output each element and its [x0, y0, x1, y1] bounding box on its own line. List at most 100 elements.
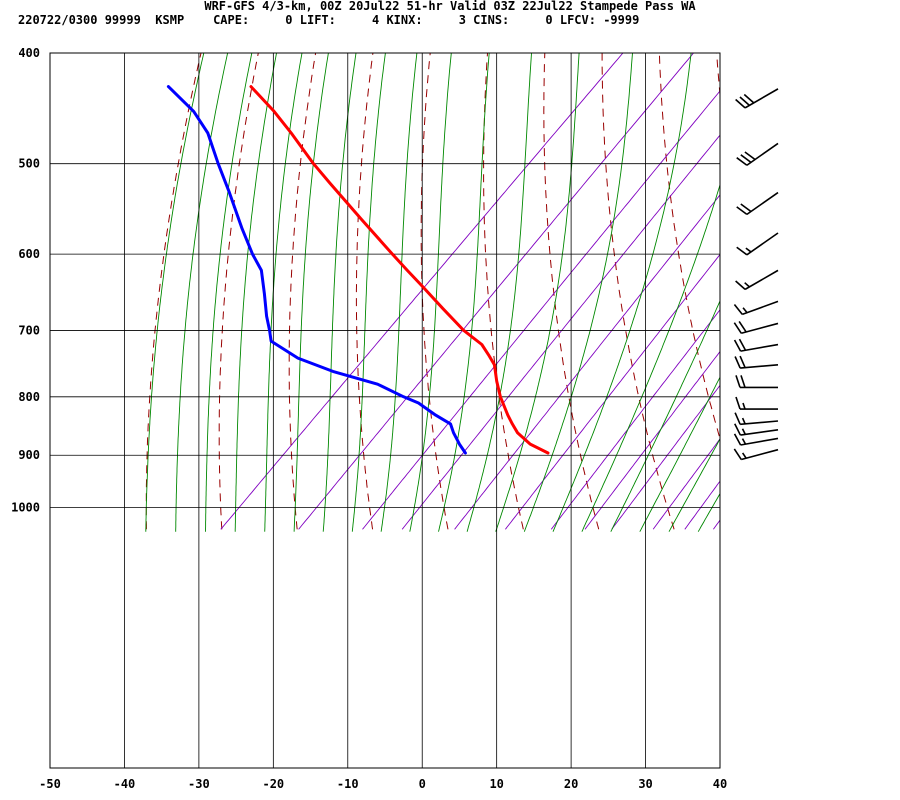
wind-barb	[734, 423, 779, 436]
wind-barb-flag	[733, 448, 742, 460]
moist-adiabat-line	[728, 47, 900, 532]
y-tick-label: 800	[18, 390, 40, 404]
mixing-ratio-line	[584, 350, 720, 530]
wind-barb-shaft	[744, 88, 779, 109]
wind-barb-shaft	[740, 437, 779, 446]
x-tick-label: 30	[638, 777, 652, 791]
wind-barb	[735, 396, 778, 410]
x-tick-label: 40	[713, 777, 727, 791]
dry-adiabat-line	[355, 53, 374, 530]
wind-barb-shaft	[742, 300, 779, 316]
moist-adiabat-line	[409, 53, 452, 532]
wind-barb	[733, 320, 779, 335]
wind-barb	[736, 232, 779, 256]
wind-barb	[735, 375, 778, 389]
mixing-ratio-line	[505, 253, 720, 530]
moist-adiabat-line	[205, 53, 253, 532]
wind-barb-flag	[739, 96, 750, 106]
moist-adiabat-line	[757, 47, 900, 532]
wind-barb-flag	[735, 280, 746, 290]
y-tick-label: 1000	[11, 500, 40, 514]
dry-adiabat-line	[543, 53, 600, 530]
wind-barb	[735, 88, 779, 109]
wind-barb	[733, 433, 779, 446]
wind-barb-shaft	[741, 448, 779, 461]
dry-adiabat-line	[658, 53, 720, 441]
x-tick-label: 20	[564, 777, 578, 791]
dry-adiabat-line	[483, 53, 524, 530]
y-tick-label: 700	[18, 324, 40, 338]
moist-adiabat-line	[816, 47, 900, 532]
moist-adiabat-line	[466, 53, 532, 532]
x-tick-label: -40	[114, 777, 136, 791]
mixing-ratio-line	[611, 384, 720, 530]
dry-adiabat-line	[888, 47, 900, 530]
mixing-ratio-line	[652, 438, 720, 530]
chart-title: WRF-GFS 4/3-km, 00Z 20Jul22 51-hr Valid …	[204, 0, 696, 13]
dry-adiabat-line	[288, 53, 317, 530]
mixing-ratio-line	[401, 134, 720, 530]
wind-barb-flag	[734, 423, 742, 436]
wind-barb-shaft	[740, 428, 779, 436]
wind-barb-half	[744, 282, 750, 288]
wind-barb-shaft	[741, 322, 779, 335]
wind-barb	[736, 191, 779, 216]
dry-adiabat-line	[601, 53, 675, 530]
wind-barb	[733, 338, 779, 352]
wind-barb-half	[742, 307, 748, 314]
y-tick-label: 500	[18, 157, 40, 171]
mixing-ratio-line	[684, 480, 720, 530]
wind-barb-shaft	[740, 363, 779, 369]
mixing-ratio-line	[454, 194, 720, 530]
x-tick-label: -20	[262, 777, 284, 791]
y-tick-label: 900	[18, 448, 40, 462]
moist-adiabat-line	[581, 183, 720, 532]
wind-barb-flag	[733, 303, 743, 315]
wind-barb-flag	[736, 206, 748, 216]
moist-adiabat-line	[639, 376, 720, 532]
wind-barbs	[733, 88, 779, 461]
wind-barb-half	[745, 247, 752, 253]
dry-adiabat-line	[145, 53, 202, 530]
wind-barb-half	[741, 438, 747, 445]
y-tick-label: 600	[18, 247, 40, 261]
moist-adiabat-line	[846, 47, 900, 532]
wind-barb-half	[742, 402, 746, 410]
wind-barb-flag	[735, 98, 746, 109]
wind-barb-half	[741, 417, 746, 425]
wind-barb-flag	[738, 338, 747, 351]
mixing-ratio-line	[362, 90, 720, 530]
dry-adiabat-line	[831, 47, 900, 530]
dewpoint-line	[166, 85, 467, 455]
moist-adiabat-line	[610, 299, 720, 532]
dry-adiabat-line	[218, 53, 259, 530]
moist-adiabat-line	[351, 53, 386, 532]
wind-barb	[733, 448, 779, 461]
wind-barb	[733, 300, 779, 316]
wind-barb-shaft	[740, 420, 779, 426]
sounding-series	[166, 85, 550, 455]
x-tick-label: 0	[419, 777, 426, 791]
moist-adiabat-line	[145, 53, 205, 532]
wind-barb-shaft	[740, 343, 779, 352]
wind-barb-flag	[743, 93, 755, 104]
wind-barb-shaft	[744, 269, 779, 291]
moist-adiabat-line	[438, 53, 490, 532]
wind-barb-flag	[733, 339, 742, 352]
wind-barb-flag	[740, 203, 752, 213]
mixing-ratio-line	[550, 309, 720, 530]
moist-adiabat-line	[264, 53, 303, 532]
wind-barb-flag	[734, 412, 741, 425]
wind-barb-flag	[744, 151, 756, 161]
mixing-ratio-line	[298, 53, 695, 530]
y-axis-ticks: 400 500 600 700 800 900 1000	[11, 46, 40, 514]
moist-adiabat-line	[380, 53, 418, 532]
moist-adiabat-line	[293, 53, 329, 532]
moist-adiabat-line	[875, 47, 900, 532]
wind-barb-shaft	[746, 191, 779, 216]
wind-barb-shaft	[746, 232, 779, 256]
moist-adiabat-line	[787, 47, 900, 532]
wind-barb-flag	[733, 433, 742, 446]
wind-barb	[736, 142, 779, 166]
